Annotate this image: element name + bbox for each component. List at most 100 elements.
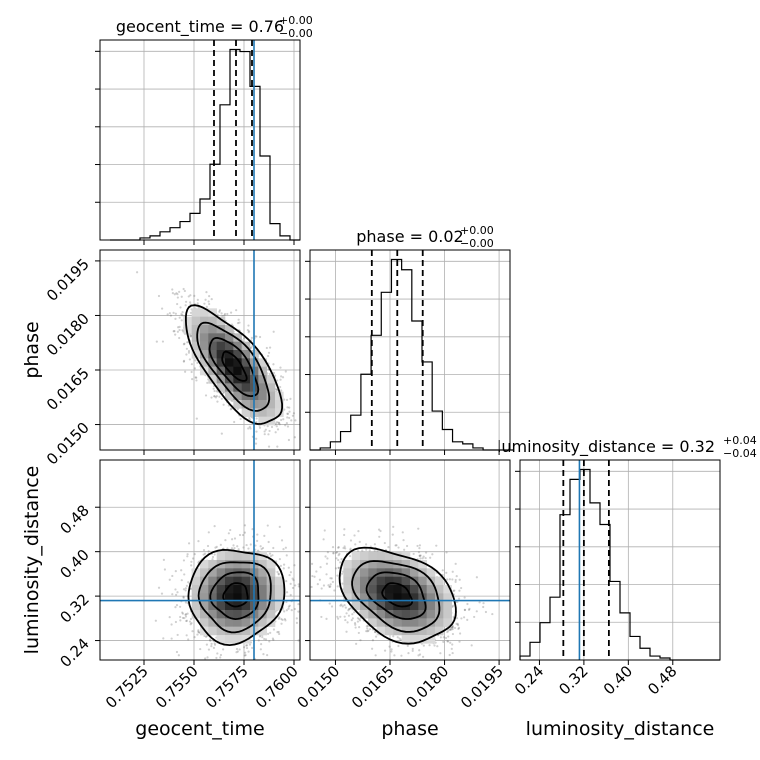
sample-point xyxy=(179,306,182,309)
density-cell xyxy=(208,341,217,351)
density-cell xyxy=(225,601,234,611)
hist-geocent-time-steps xyxy=(110,48,300,241)
density-cell xyxy=(258,576,267,586)
density-cell xyxy=(258,618,267,627)
sample-point xyxy=(170,637,173,640)
sample-point xyxy=(171,292,174,295)
sample-point xyxy=(187,581,190,584)
sample-point xyxy=(285,580,288,583)
sample-point xyxy=(338,552,341,555)
sample-point xyxy=(196,302,199,305)
density-cell xyxy=(200,601,209,611)
density-cell xyxy=(191,316,201,326)
sample-point xyxy=(358,540,361,543)
sample-point xyxy=(290,608,293,612)
sample-point xyxy=(202,553,205,556)
sample-point xyxy=(213,389,216,393)
scatter-geocent-time-vs-phase-contour xyxy=(208,336,260,398)
sample-point xyxy=(302,427,304,429)
sample-point xyxy=(199,647,202,651)
density-cell xyxy=(225,618,234,627)
sample-point xyxy=(272,330,275,333)
sample-point xyxy=(428,644,431,647)
sample-point xyxy=(180,295,183,298)
density-cell xyxy=(258,568,267,577)
sample-point xyxy=(418,554,421,558)
sample-point xyxy=(332,551,335,554)
sample-point xyxy=(269,555,272,558)
sample-point xyxy=(182,596,185,599)
sample-point xyxy=(187,351,191,354)
sample-point xyxy=(270,425,274,429)
density-cell xyxy=(191,576,201,586)
sample-point xyxy=(280,418,283,422)
sample-point xyxy=(455,622,458,625)
sample-point xyxy=(277,421,280,424)
sample-point xyxy=(207,550,210,553)
density-cell xyxy=(216,593,226,602)
sample-point xyxy=(337,558,340,562)
sample-point xyxy=(276,570,279,574)
sample-point xyxy=(456,622,459,625)
sample-point xyxy=(275,389,278,392)
sample-point xyxy=(318,578,321,581)
sample-point xyxy=(280,375,283,378)
density-cell xyxy=(225,383,234,392)
sample-point xyxy=(272,628,276,631)
sample-point xyxy=(211,558,214,561)
sample-point xyxy=(212,646,216,649)
sample-point xyxy=(291,586,295,590)
density-cell xyxy=(200,618,209,627)
sample-point xyxy=(210,645,213,648)
density-cell xyxy=(266,408,276,417)
density-cell xyxy=(208,626,217,636)
sample-point xyxy=(162,637,165,640)
sample-point xyxy=(213,643,217,646)
sample-point xyxy=(263,433,266,436)
sample-point xyxy=(242,546,245,549)
density-cell xyxy=(233,618,242,627)
density-cell xyxy=(216,626,226,636)
sample-point xyxy=(245,644,248,647)
sample-point xyxy=(288,410,291,413)
sample-point xyxy=(421,557,424,560)
sample-point xyxy=(337,546,340,549)
density-cell xyxy=(275,408,284,417)
sample-point xyxy=(390,648,393,651)
density-cell xyxy=(225,341,234,351)
sample-point xyxy=(284,546,287,549)
sample-point xyxy=(297,603,300,606)
xlabel-geocent-time: geocent_time xyxy=(135,718,264,740)
sample-point xyxy=(279,564,282,567)
density-cell xyxy=(233,358,242,367)
density-cell xyxy=(200,316,209,326)
sample-point xyxy=(216,313,219,316)
sample-point xyxy=(327,584,330,587)
hist-luminosity-distance-xtick-label: 0.48 xyxy=(644,662,680,698)
density-cell xyxy=(200,585,209,594)
density-cell xyxy=(191,585,201,594)
sample-point xyxy=(285,398,289,402)
sample-point xyxy=(196,361,199,364)
sample-point xyxy=(460,586,463,590)
sample-point xyxy=(247,650,250,653)
sample-point xyxy=(178,325,181,328)
sample-point xyxy=(271,637,274,640)
sample-point xyxy=(397,644,400,648)
density-cell xyxy=(208,568,217,577)
sample-point xyxy=(203,634,206,638)
sample-point xyxy=(368,549,371,552)
sample-point xyxy=(279,385,282,389)
sample-point xyxy=(448,578,451,581)
sample-point xyxy=(276,631,279,634)
density-cell xyxy=(225,635,234,644)
sample-point xyxy=(223,314,226,317)
sample-point xyxy=(281,618,284,622)
density-cell xyxy=(216,358,226,367)
sample-point xyxy=(344,618,347,622)
scatter-geocent-time-vs-phase-contour xyxy=(196,321,271,412)
sample-point xyxy=(174,312,177,315)
sample-point xyxy=(328,585,331,589)
sample-point xyxy=(419,554,422,557)
